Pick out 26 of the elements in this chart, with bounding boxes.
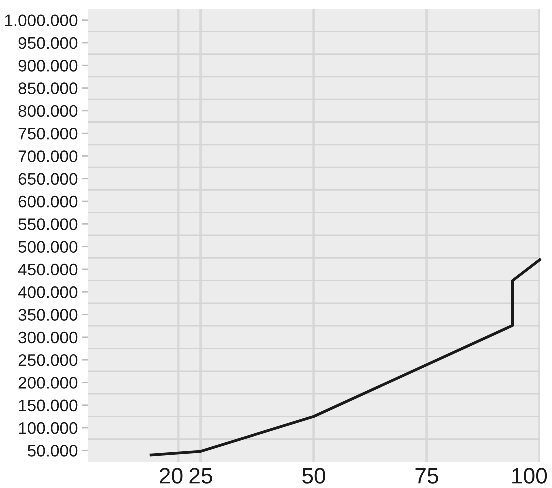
y-tick-label: 750.000 [18,128,78,140]
y-tick-label: 250.000 [18,354,78,366]
y-tick-label: 500.000 [18,241,78,254]
y-tick-label: 200.000 [18,377,78,389]
y-tick-label: 100.000 [19,422,78,434]
y-tick-label: 350.000 [18,309,78,321]
x-tick-label: 75 [416,468,438,484]
y-tick-label: 400.000 [18,286,78,298]
y-tick-label: 950.000 [18,37,78,50]
y-tick-label: 800.000 [18,105,78,118]
y-tick-label: 150.000 [19,400,78,412]
y-tick-label: 700.000 [18,150,78,162]
y-tick-label: 600.000 [18,196,78,208]
x-tick-label: 20 [160,468,183,484]
y-tick-label: 1.000.000 [5,14,78,27]
x-tick-label: 25 [190,468,212,484]
y-tick-label: 650.000 [18,173,78,186]
y-tick-label: 900.000 [18,60,78,72]
y-tick-label: 550.000 [18,218,78,230]
x-tick-label: 50 [302,468,326,484]
x-tick-label: 100 [512,468,548,484]
y-tick-label: 300.000 [18,332,78,344]
y-tick-label: 50.000 [28,445,78,457]
line-series [150,258,542,457]
y-tick-label: 450.000 [18,264,78,276]
y-tick-label: 850.000 [18,82,78,94]
